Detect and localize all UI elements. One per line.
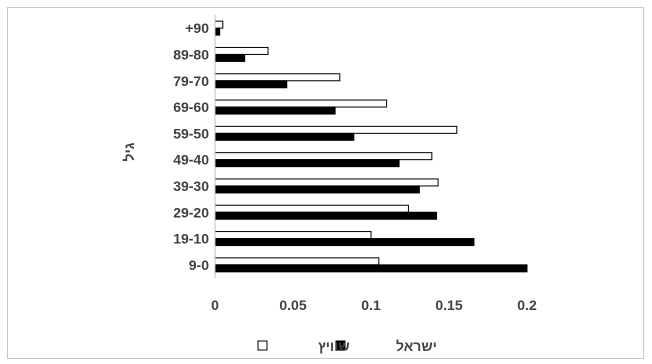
bar-israel: [214, 264, 528, 273]
category-label: +90: [185, 20, 209, 36]
bar-israel: [214, 27, 221, 36]
category-label: 49-40: [173, 152, 209, 168]
bar-switzerland: [214, 73, 341, 82]
bar-switzerland: [214, 46, 269, 55]
category-label: 39-30: [173, 178, 209, 194]
bar-israel: [214, 80, 288, 89]
category-label: 9-0: [189, 257, 209, 273]
bar-switzerland: [214, 178, 439, 187]
bar-israel: [214, 238, 475, 247]
x-tick-labels: 0 0.05 0.1 0.15 0.2: [211, 297, 537, 313]
bar-israel: [214, 211, 438, 220]
bar-israel: [214, 185, 420, 194]
y-axis-title: גיל: [121, 142, 137, 161]
bar-switzerland: [214, 257, 380, 266]
bar-switzerland: [214, 99, 388, 108]
x-tick-label: 0.05: [279, 297, 306, 313]
bar-israel: [214, 132, 355, 141]
bar-switzerland: [214, 204, 409, 213]
bar-israel: [214, 159, 400, 168]
bars-layer: [214, 20, 528, 273]
legend: ישראל שוויץ: [257, 338, 437, 354]
category-label: 29-20: [173, 204, 209, 220]
bar-switzerland: [214, 20, 224, 29]
bar-switzerland: [214, 125, 458, 134]
category-label: 79-70: [173, 73, 209, 89]
category-label: 19-10: [173, 231, 209, 247]
category-label: 59-50: [173, 125, 209, 141]
legend-label-switzerland: שוויץ: [318, 338, 350, 354]
bar-israel: [214, 53, 246, 62]
legend-label-israel: ישראל: [396, 338, 437, 354]
x-tick-label: 0.2: [517, 297, 537, 313]
bar-switzerland: [214, 231, 372, 240]
bar-switzerland: [214, 152, 433, 161]
bar-israel: [214, 106, 336, 115]
legend-swatch-israel: [335, 340, 346, 351]
legend-swatch-switzerland: [257, 340, 268, 351]
x-tick-label: 0.1: [361, 297, 381, 313]
category-label: 89-80: [173, 46, 209, 62]
category-labels: +90 89-80 79-70 69-60 59-50 49-40 39-30 29-20 19…: [173, 20, 209, 273]
x-tick-label: 0: [211, 297, 219, 313]
category-label: 69-60: [173, 99, 209, 115]
x-tick-label: 0.15: [435, 297, 462, 313]
